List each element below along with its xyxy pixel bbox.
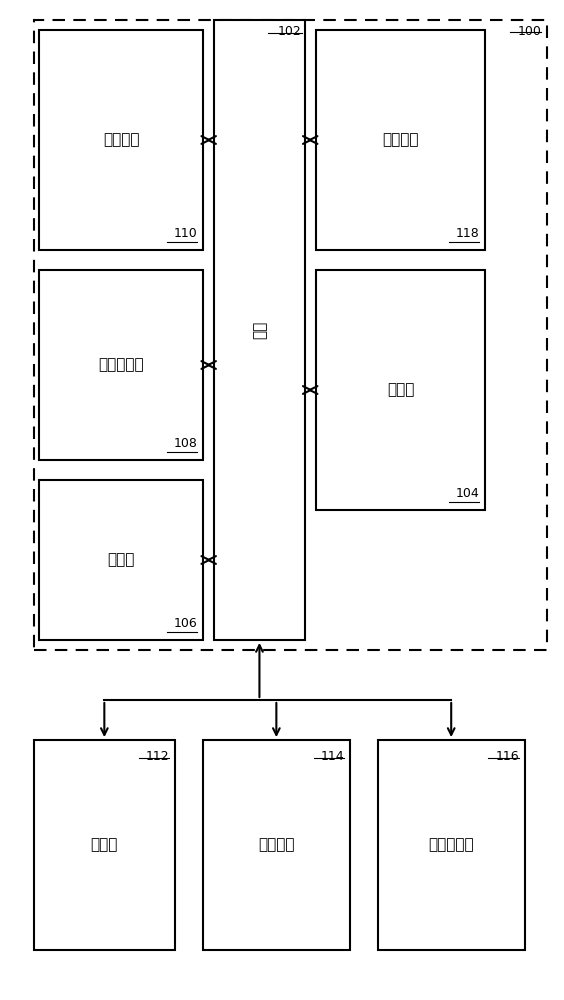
Text: 108: 108 [174,437,197,450]
Text: 110: 110 [174,227,197,240]
Text: 只读存储器: 只读存储器 [99,358,144,372]
Text: 112: 112 [146,750,169,763]
Text: 显示器: 显示器 [91,838,118,852]
Text: 存储装置: 存储装置 [103,132,139,147]
Bar [316,30,485,250]
Text: 存储器: 存储器 [108,552,135,568]
Bar [214,20,305,640]
Bar [316,270,485,510]
Text: 116: 116 [495,750,519,763]
Text: 118: 118 [456,227,479,240]
Bar [34,740,175,950]
Bar [39,30,203,250]
Text: 输入装置: 输入装置 [258,838,294,852]
Text: 102: 102 [278,25,302,38]
Text: 104: 104 [456,487,479,500]
Text: 光标控制件: 光标控制件 [429,838,474,852]
Text: 总线: 总线 [252,321,267,339]
Text: 通信接口: 通信接口 [382,132,418,147]
Bar [203,740,350,950]
Text: 100: 100 [518,25,541,38]
Bar [34,20,547,650]
Bar [39,480,203,640]
Bar [39,270,203,460]
Text: 114: 114 [320,750,344,763]
Text: 106: 106 [174,617,197,630]
Bar [378,740,525,950]
Text: 处理器: 处理器 [387,382,414,397]
